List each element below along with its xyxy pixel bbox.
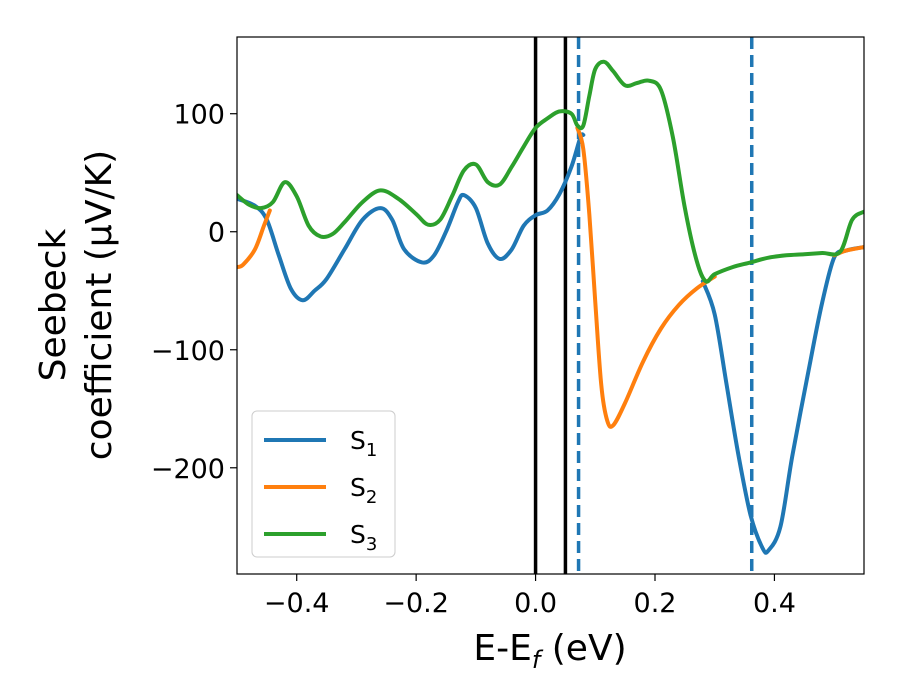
x-tick-label: 0.0 — [514, 588, 557, 619]
y-tick-label: −100 — [151, 336, 225, 367]
x-axis-title-unit: (eV) — [540, 628, 626, 669]
x-axis-title: E-Ef (eV) — [473, 628, 626, 674]
series-line-s2-3 — [575, 125, 717, 429]
x-tick-label: 0.2 — [634, 588, 677, 619]
series-line-s2-2 — [237, 208, 272, 270]
x-axis-title-main: E-E — [473, 628, 531, 669]
x-tick-label: 0.4 — [753, 588, 796, 619]
legend-label-s1: S1 — [350, 426, 377, 461]
legend-box — [251, 410, 396, 558]
legend-label-s3: S3 — [350, 520, 377, 555]
y-axis-title-line2: coefficient (μV/K) — [79, 150, 120, 460]
series-line-s1-1 — [700, 245, 864, 555]
y-tick-label: −200 — [151, 454, 225, 485]
y-axis-title: Seebeck coefficient (μV/K) — [33, 150, 120, 460]
y-axis: 100 0 −100 −200 — [151, 100, 237, 485]
legend: S1 S2 S3 — [251, 410, 396, 558]
x-tick-label: −0.2 — [383, 588, 449, 619]
legend-label-s2: S2 — [350, 473, 377, 508]
y-axis-title-line1: Seebeck — [33, 228, 74, 381]
series-layer — [237, 59, 864, 555]
y-tick-label: 100 — [173, 100, 225, 131]
plot-frame — [236, 36, 865, 575]
x-axis: −0.4 −0.2 0.0 0.2 0.4 — [264, 574, 796, 619]
x-tick-label: −0.4 — [264, 588, 330, 619]
series-line-s3-5 — [237, 59, 864, 284]
y-tick-label: 0 — [208, 218, 225, 249]
series-line-s1-0 — [237, 132, 586, 303]
